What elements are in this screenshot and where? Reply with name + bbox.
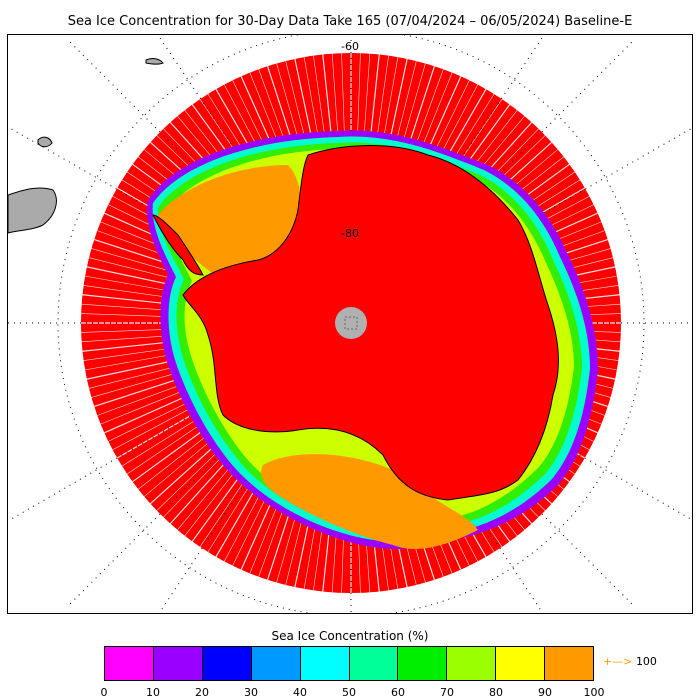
south-georgia <box>145 58 164 65</box>
colorbar-segment <box>496 647 546 680</box>
colorbar-tick-label: 60 <box>391 686 405 699</box>
antarctic-peninsula <box>152 214 204 276</box>
colorbar-title: Sea Ice Concentration (%) <box>271 629 429 643</box>
colorbar-segment <box>105 647 154 680</box>
colorbar-tick-label: 100 <box>583 686 605 699</box>
colorbar-segment <box>202 647 252 680</box>
colorbar-tick-label: 0 <box>100 686 108 699</box>
pole-hole <box>335 307 367 339</box>
colorbar-tick-label: 80 <box>489 686 503 699</box>
colorbar <box>104 646 594 681</box>
colorbar-tick-label: 50 <box>342 686 356 699</box>
colorbar-segment <box>447 647 497 680</box>
colorbar-segment <box>251 647 301 680</box>
lat-label-outer: -60 <box>341 40 359 53</box>
antarctic-continent <box>182 145 559 501</box>
colorbar-tick-label: 10 <box>146 686 160 699</box>
colorbar-overflow: +—> 100 <box>603 655 657 668</box>
polar-projection-svg <box>8 35 692 613</box>
colorbar-segment <box>349 647 399 680</box>
colorbar-segment <box>300 647 350 680</box>
colorbar-segment <box>153 647 203 680</box>
map-title: Sea Ice Concentration for 30-Day Data Ta… <box>67 14 633 29</box>
colorbar-tick-label: 20 <box>195 686 209 699</box>
south-america-land <box>8 187 57 234</box>
colorbar-segment <box>545 647 594 680</box>
overflow-arrow: +—> <box>603 655 633 668</box>
falkland-islands <box>37 136 53 148</box>
colorbar-tick-label: 40 <box>293 686 307 699</box>
colorbar-segment <box>398 647 448 680</box>
ross-orange <box>261 454 478 550</box>
lat-label-inner: -80 <box>341 227 359 240</box>
colorbar-tick-label: 70 <box>440 686 454 699</box>
pole-marker <box>344 316 358 330</box>
colorbar-tick-label: 30 <box>244 686 258 699</box>
overflow-label: 100 <box>635 655 657 668</box>
colorbar-tick-label: 90 <box>538 686 552 699</box>
weddell-orange <box>158 165 302 282</box>
polar-map: -60 -80 <box>7 34 693 614</box>
